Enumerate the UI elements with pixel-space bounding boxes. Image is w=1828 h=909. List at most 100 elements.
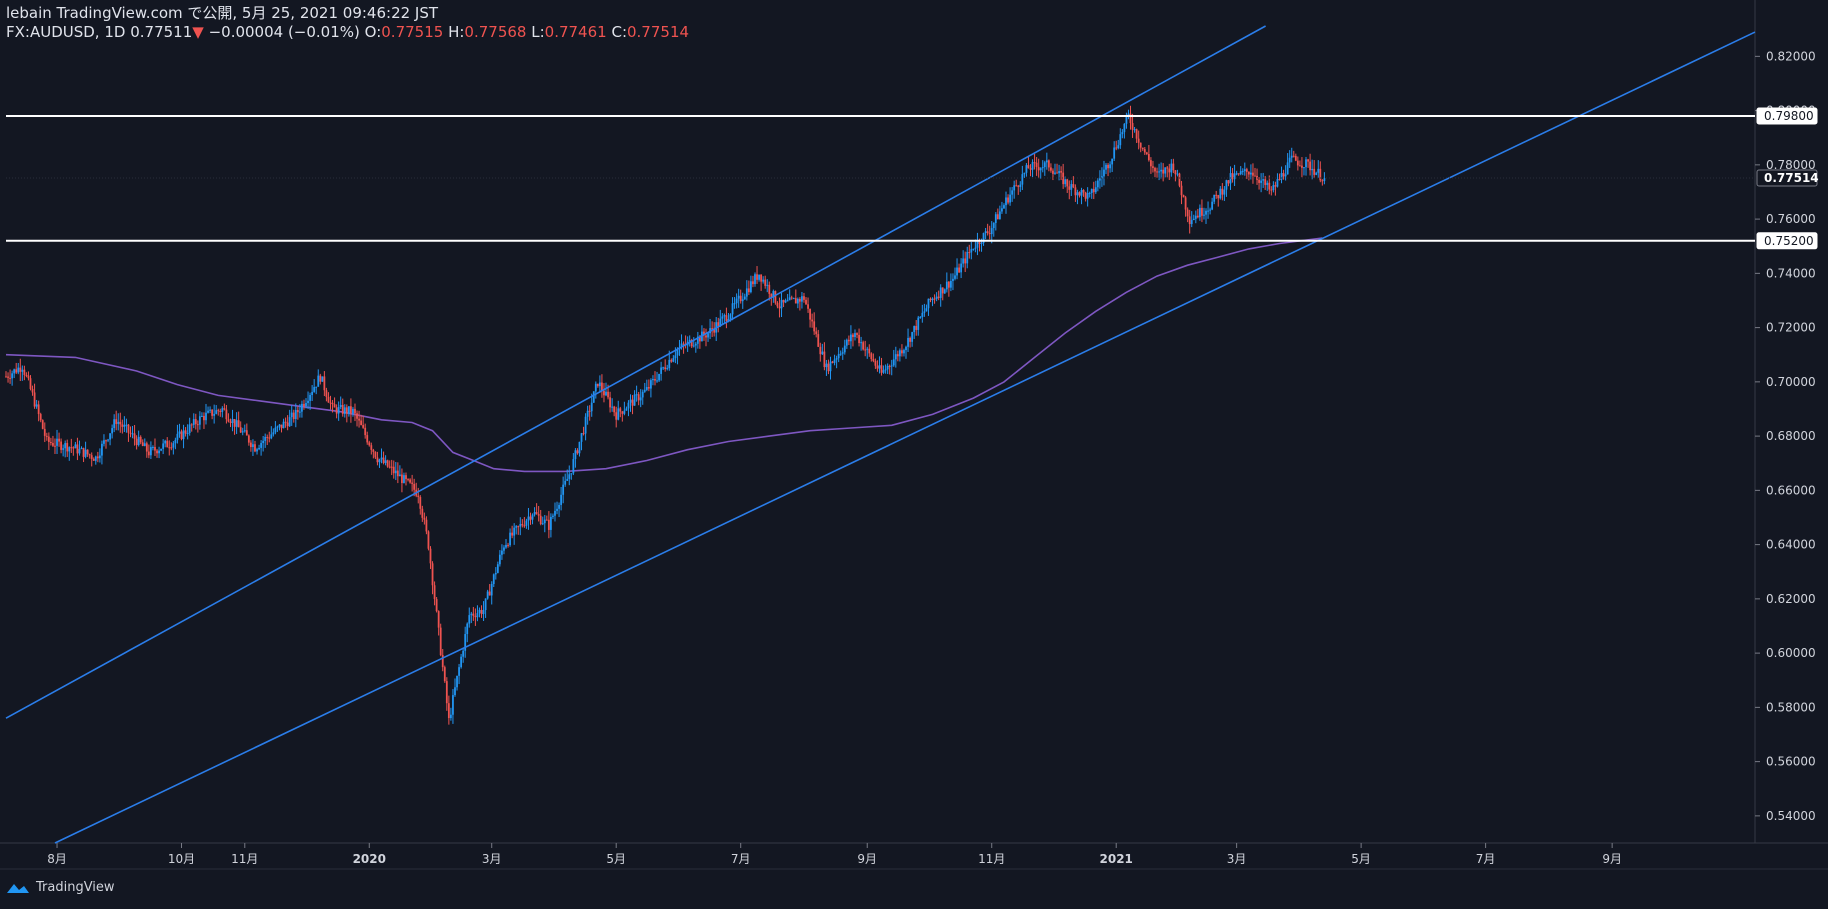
candle-up bbox=[578, 441, 581, 454]
candle-down bbox=[596, 383, 599, 387]
candle-down bbox=[507, 544, 509, 546]
candle-up bbox=[1262, 179, 1265, 181]
candle-down bbox=[823, 351, 826, 368]
candle-down bbox=[1082, 189, 1085, 193]
candle-up bbox=[845, 339, 848, 346]
candle-up bbox=[1003, 205, 1005, 209]
candle-down bbox=[88, 454, 91, 456]
candle-down bbox=[196, 424, 199, 426]
level-price-label: 0.75200 bbox=[1764, 234, 1814, 248]
candle-up bbox=[339, 404, 342, 407]
candle-up bbox=[635, 394, 638, 396]
candle-down bbox=[329, 402, 332, 404]
time-tick-label: 9月 bbox=[1602, 852, 1622, 866]
candle-up bbox=[1305, 159, 1307, 168]
candle-down bbox=[15, 369, 18, 373]
brand-label[interactable]: TradingView bbox=[36, 880, 115, 895]
candle-down bbox=[874, 360, 877, 366]
candle-up bbox=[1198, 207, 1201, 218]
candle-up bbox=[854, 333, 856, 338]
candle-down bbox=[168, 447, 171, 449]
candle-up bbox=[998, 211, 1001, 220]
candle-up bbox=[694, 343, 697, 346]
candle-up bbox=[1058, 171, 1060, 174]
time-tick-label: 8月 bbox=[47, 852, 67, 866]
candle-up bbox=[731, 303, 734, 315]
candle-up bbox=[478, 609, 481, 614]
candle-up bbox=[152, 446, 154, 448]
candle-up bbox=[1192, 218, 1195, 221]
candle-down bbox=[1162, 169, 1165, 174]
candle-down bbox=[862, 342, 865, 350]
candle-down bbox=[813, 321, 816, 332]
candle-up bbox=[452, 695, 454, 715]
candle-up bbox=[919, 317, 922, 319]
time-tick-label: 2021 bbox=[1100, 852, 1133, 866]
candle-up bbox=[611, 406, 614, 408]
candle-up bbox=[337, 406, 340, 414]
candle-down bbox=[411, 482, 414, 484]
candle-down bbox=[752, 281, 754, 285]
candle-up bbox=[1019, 184, 1022, 187]
last-price-label: 0.77514 bbox=[1764, 171, 1819, 185]
candle-down bbox=[413, 483, 416, 490]
candle-up bbox=[278, 424, 281, 427]
candle-up bbox=[735, 298, 738, 304]
candle-up bbox=[860, 342, 863, 344]
price-tick-label: 0.64000 bbox=[1766, 538, 1816, 552]
candle-up bbox=[592, 391, 595, 403]
candle-down bbox=[366, 435, 369, 443]
candle-up bbox=[676, 349, 679, 356]
candle-up bbox=[113, 419, 116, 429]
symbol-label[interactable]: FX:AUDUSD, 1D bbox=[6, 23, 126, 41]
candle-up bbox=[1064, 179, 1067, 185]
candle-down bbox=[96, 456, 99, 459]
candle-up bbox=[64, 443, 67, 449]
candle-down bbox=[229, 421, 232, 423]
candle-down bbox=[1115, 147, 1118, 149]
price-tick-label: 0.76000 bbox=[1766, 212, 1816, 226]
candle-up bbox=[313, 387, 316, 392]
candle-down bbox=[333, 404, 336, 408]
low-label: L: bbox=[531, 23, 545, 41]
candle-down bbox=[768, 284, 771, 294]
time-tick-label: 7月 bbox=[731, 852, 751, 866]
candle-down bbox=[1184, 197, 1187, 210]
candle-down bbox=[145, 443, 148, 452]
publish-info: lebain TradingView.com で公開, 5月 25, 2021 … bbox=[6, 4, 439, 22]
candle-down bbox=[747, 288, 750, 293]
candle-down bbox=[327, 396, 330, 403]
candle-down bbox=[815, 331, 818, 335]
candle-up bbox=[272, 432, 275, 435]
candle-down bbox=[1137, 138, 1140, 143]
candle-up bbox=[241, 431, 244, 433]
candle-down bbox=[1145, 152, 1148, 155]
candle-down bbox=[239, 427, 242, 433]
down-arrow-icon: ▼ bbox=[192, 23, 204, 41]
candle-up bbox=[784, 300, 787, 303]
candle-up bbox=[562, 484, 565, 495]
candle-up bbox=[466, 623, 469, 635]
candle-up bbox=[1070, 184, 1073, 190]
candle-up bbox=[754, 274, 756, 285]
candle-up bbox=[1080, 189, 1083, 196]
candle-down bbox=[782, 299, 785, 303]
candle-down bbox=[968, 251, 971, 253]
candle-up bbox=[496, 564, 499, 573]
candle-down bbox=[576, 450, 579, 454]
candle-up bbox=[627, 402, 630, 409]
candle-down bbox=[156, 450, 158, 454]
candle-down bbox=[523, 525, 526, 527]
candle-down bbox=[266, 436, 269, 438]
candle-down bbox=[139, 436, 142, 443]
candle-up bbox=[80, 447, 83, 449]
candle-up bbox=[1021, 174, 1024, 185]
candle-down bbox=[819, 346, 822, 355]
candle-down bbox=[286, 422, 289, 427]
candle-down bbox=[1072, 184, 1075, 188]
candle-up bbox=[309, 394, 311, 401]
close-label: C: bbox=[611, 23, 627, 41]
candle-up bbox=[109, 433, 111, 440]
candle-down bbox=[978, 240, 981, 244]
